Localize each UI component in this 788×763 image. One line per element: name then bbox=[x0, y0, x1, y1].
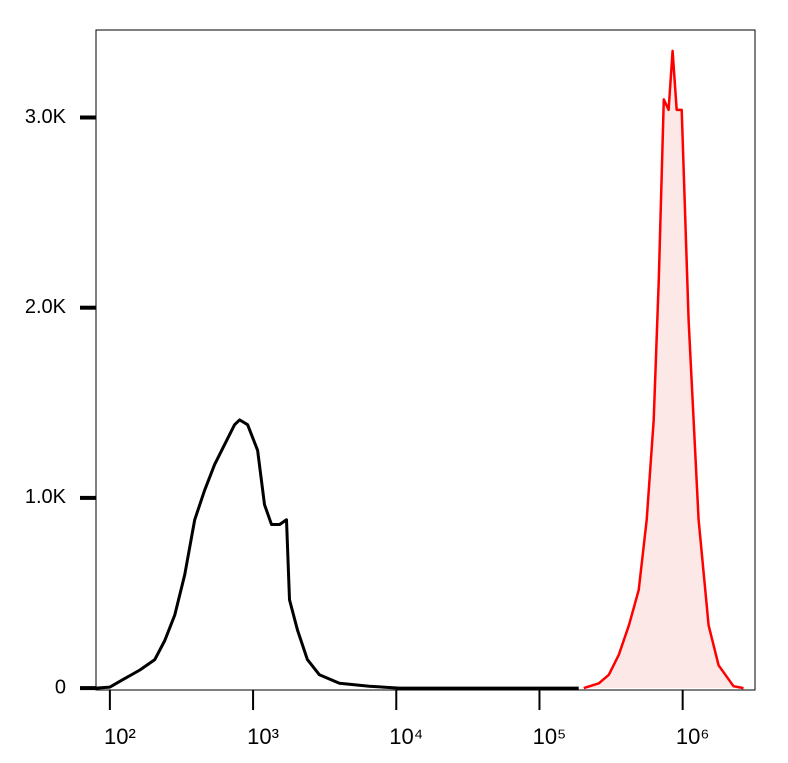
y-tick-label: 3.0K bbox=[25, 106, 67, 128]
x-tick-label: 10⁶ bbox=[676, 724, 710, 749]
x-tick-label: 10⁵ bbox=[533, 724, 567, 749]
y-tick-label: 2.0K bbox=[25, 296, 67, 318]
y-tick-label: 0 bbox=[55, 676, 66, 698]
histogram-line bbox=[583, 49, 744, 690]
plot-frame bbox=[95, 29, 756, 691]
x-tick-label: 10³ bbox=[247, 724, 279, 749]
histogram-line bbox=[95, 418, 579, 690]
histogram-area bbox=[583, 50, 744, 689]
x-tick-label: 10² bbox=[104, 724, 136, 749]
x-tick-label: 10⁴ bbox=[389, 724, 423, 749]
y-tick-label: 1.0K bbox=[25, 486, 67, 508]
